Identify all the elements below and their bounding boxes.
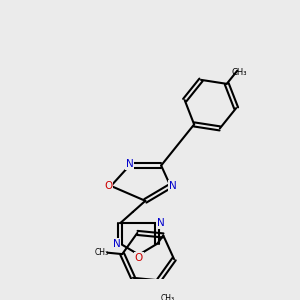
- Text: O: O: [135, 253, 143, 262]
- Text: CH₃: CH₃: [95, 248, 109, 256]
- Text: CH₃: CH₃: [160, 294, 175, 300]
- Text: CH₃: CH₃: [231, 68, 247, 77]
- Text: N: N: [126, 159, 134, 169]
- Text: N: N: [157, 218, 165, 228]
- Text: N: N: [169, 181, 177, 191]
- Text: O: O: [104, 181, 112, 191]
- Text: N: N: [113, 238, 120, 249]
